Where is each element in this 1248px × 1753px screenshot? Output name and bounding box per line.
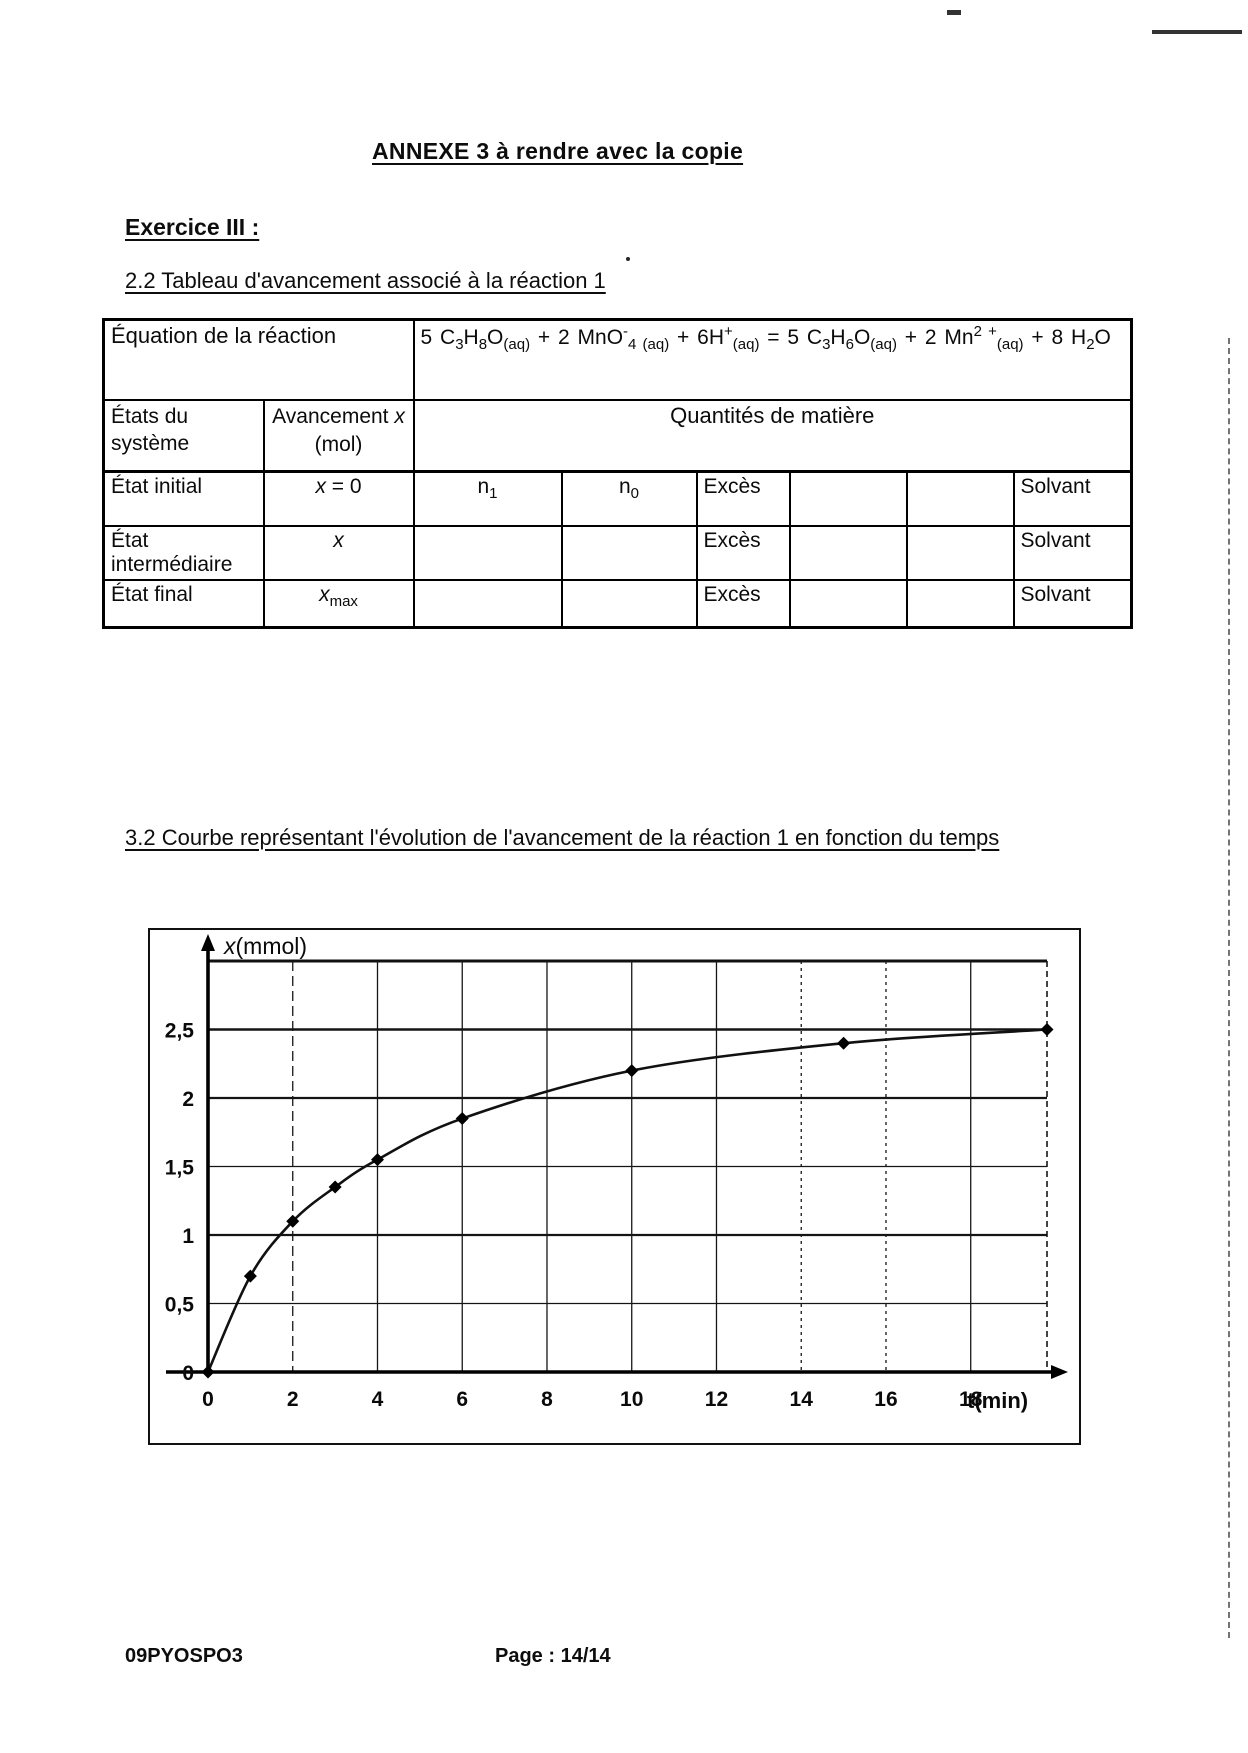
col-header-states: États du système — [102, 398, 265, 473]
svg-text:10: 10 — [620, 1388, 643, 1411]
svg-text:4: 4 — [372, 1388, 384, 1411]
svg-text:2: 2 — [287, 1388, 299, 1411]
svg-text:x(mmol): x(mmol) — [223, 933, 307, 959]
quantity-cell: Solvant — [1012, 524, 1133, 581]
svg-text:8: 8 — [541, 1388, 553, 1411]
chart-frame: 0 2 4 6 8 10 12 14 16 18 0 0,5 1 1,5 2 2,5 t(min) x(mmol) — [148, 928, 1081, 1445]
col-header-quantities: Quantités de matière — [412, 398, 1133, 473]
quantity-cell — [788, 578, 908, 629]
quantity-cell: Excès — [695, 578, 791, 629]
section-3-2-heading: 3.2 Courbe représentant l'évolution de l… — [125, 825, 1000, 850]
scan-speck — [947, 10, 961, 15]
scan-streak — [1152, 30, 1242, 34]
exercise-heading: Exercice III : — [125, 214, 260, 240]
table-row-final: État final xmax Excès Solvant — [102, 578, 1133, 629]
svg-text:0,5: 0,5 — [165, 1294, 195, 1317]
header-row: États du système Avancement x (mol) Quan… — [102, 398, 1133, 473]
reaction-equation: 5 C3H8O(aq) + 2 MnO-4 (aq) + 6H+(aq) = 5… — [412, 318, 1133, 401]
footer-doc-code: 09PYOSPO3 — [125, 1645, 243, 1667]
quantity-cell — [412, 578, 563, 629]
section-2-2-heading: 2.2 Tableau d'avancement associé à la ré… — [125, 268, 606, 293]
quantity-cell: n0 — [560, 470, 698, 527]
quantity-cell — [788, 524, 908, 581]
quantity-cell: Excès — [695, 470, 791, 527]
avancement-table: Équation de la réaction 5 C3H8O(aq) + 2 … — [102, 318, 1134, 629]
svg-text:6: 6 — [456, 1388, 468, 1411]
scan-margin-line — [1228, 338, 1230, 1638]
svg-text:1: 1 — [182, 1225, 194, 1248]
equation-label: Équation de la réaction — [102, 318, 415, 401]
svg-text:2,5: 2,5 — [165, 1020, 195, 1043]
quantity-cell: Solvant — [1012, 578, 1133, 629]
svg-text:1,5: 1,5 — [165, 1157, 195, 1180]
quantity-cell: Solvant — [1012, 470, 1133, 527]
equation-row: Équation de la réaction 5 C3H8O(aq) + 2 … — [102, 318, 1133, 401]
table-row-intermediate: État intermédiaire x Excès Solvant — [102, 524, 1133, 581]
quantity-cell — [905, 524, 1015, 581]
page-title: ANNEXE 3 à rendre avec la copie — [372, 138, 744, 164]
reaction-progress-chart: 0 2 4 6 8 10 12 14 16 18 0 0,5 1 1,5 2 2,5 t(min) x(mmol) — [165, 933, 1068, 1413]
svg-text:16: 16 — [874, 1388, 897, 1411]
quantity-cell — [560, 524, 698, 581]
quantity-cell — [905, 470, 1015, 527]
svg-text:0: 0 — [182, 1362, 194, 1385]
footer-page-number: Page : 14/14 — [495, 1645, 611, 1667]
svg-text:18: 18 — [959, 1388, 983, 1411]
quantity-cell: Excès — [695, 524, 791, 581]
state-label: État intermédiaire — [102, 524, 265, 581]
svg-text:2: 2 — [182, 1088, 194, 1111]
svg-text:12: 12 — [705, 1388, 728, 1411]
scan-dot — [626, 257, 630, 261]
col-header-avancement: Avancement x (mol) — [262, 398, 415, 473]
avancement-value: xmax — [262, 578, 415, 629]
svg-text:t(min): t(min) — [967, 1388, 1028, 1413]
quantity-cell: n1 — [412, 470, 563, 527]
quantity-cell — [905, 578, 1015, 629]
state-label: État initial — [102, 470, 265, 527]
state-label: État final — [102, 578, 265, 629]
avancement-value: x — [262, 524, 415, 581]
quantity-cell — [788, 470, 908, 527]
quantity-cell — [412, 524, 563, 581]
avancement-value: x = 0 — [262, 470, 415, 527]
table-row-initial: État initial x = 0 n1 n0 Excès Solvant — [102, 470, 1133, 527]
quantity-cell — [560, 578, 698, 629]
svg-text:0: 0 — [202, 1388, 214, 1411]
svg-text:14: 14 — [790, 1388, 814, 1411]
